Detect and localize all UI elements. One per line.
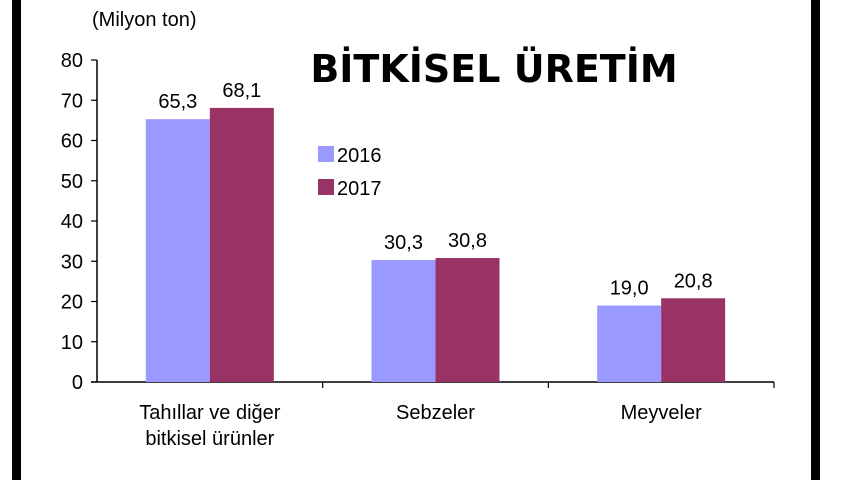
- legend-label: 2017: [337, 178, 382, 200]
- legend-swatch-2017: [318, 179, 334, 195]
- bar-2016-2: [597, 305, 662, 382]
- bar-2017-2: [661, 298, 726, 382]
- legend-swatch-2016: [318, 146, 334, 162]
- data-label: 65,3: [158, 91, 197, 113]
- y-tick-label: 60: [61, 131, 83, 153]
- y-tick-label: 10: [61, 332, 83, 354]
- legend-label: 2016: [337, 145, 382, 167]
- x-tick-label: bitkisel ürünler: [145, 428, 274, 450]
- x-tick-label: Sebzeler: [396, 402, 475, 424]
- value-labels: 65,3 68,1 30,3 30,8 19,0 20,8: [158, 80, 712, 300]
- bars: [145, 107, 726, 383]
- data-label: 20,8: [674, 270, 713, 292]
- x-tick-label: Meyveler: [621, 402, 702, 424]
- right-border: [811, 0, 820, 480]
- chart-title: BİTKİSEL ÜRETİM: [310, 47, 677, 91]
- left-border: [12, 0, 21, 480]
- x-tick-labels: Tahıllar ve diğer bitkisel ürünler Sebzele…: [139, 402, 702, 450]
- bar-2017-1: [435, 258, 500, 382]
- data-label: 68,1: [222, 80, 261, 102]
- y-tick-label: 80: [61, 50, 83, 72]
- y-tick-label: 70: [61, 90, 83, 112]
- bar-2017-0: [209, 107, 274, 383]
- y-tick-label: 50: [61, 171, 83, 193]
- y-tick-label: 40: [61, 211, 83, 233]
- data-label: 30,3: [384, 232, 423, 254]
- data-label: 30,8: [448, 230, 487, 252]
- y-tick-label: 20: [61, 292, 83, 314]
- bar-2016-1: [371, 260, 436, 382]
- y-tick-label: 30: [61, 251, 83, 273]
- data-label: 19,0: [610, 278, 649, 300]
- x-tick-label: Tahıllar ve diğer: [139, 402, 281, 424]
- y-unit-label: (Milyon ton): [92, 9, 196, 31]
- bar-2016-0: [145, 119, 210, 382]
- y-tick-label: 0: [72, 372, 83, 394]
- legend: 2016 2017: [318, 145, 382, 200]
